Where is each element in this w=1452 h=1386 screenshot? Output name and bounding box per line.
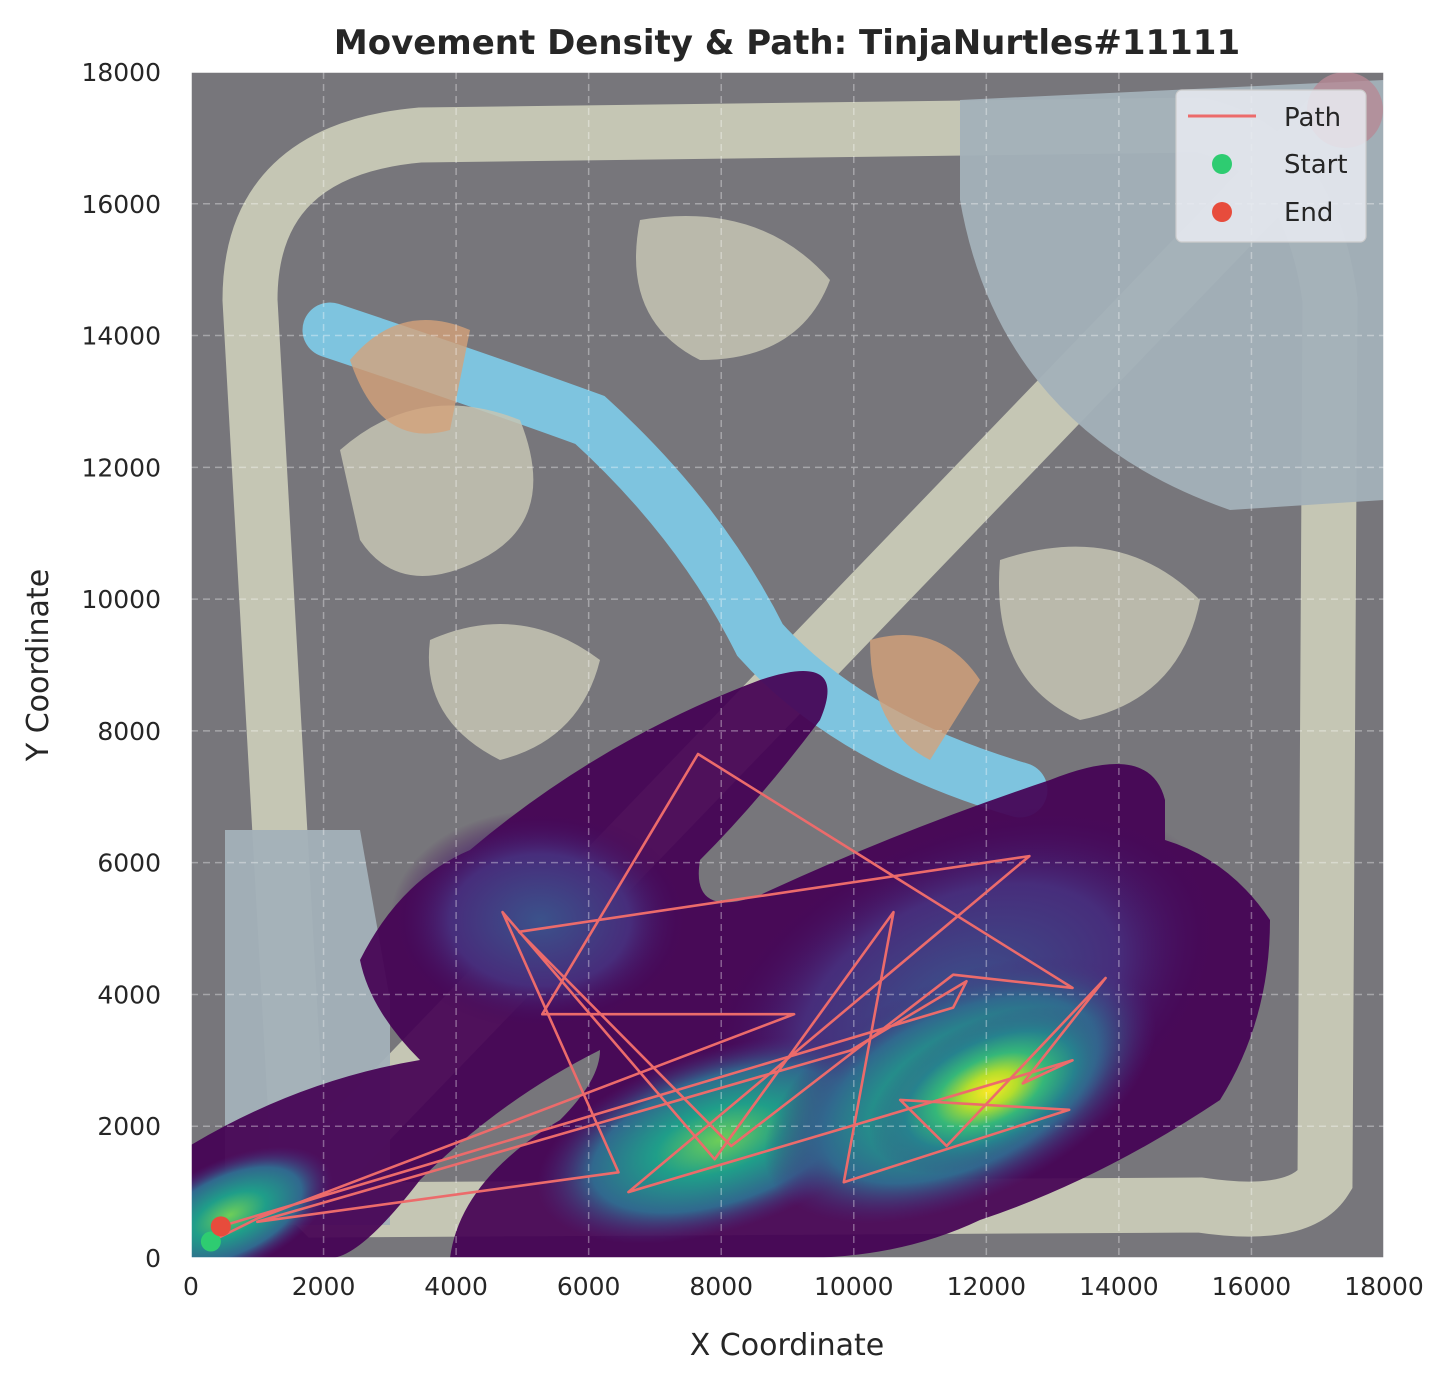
x-axis-ticks: 0 2000 4000 6000 8000 10000 12000 14000 16000 180… — [183, 1272, 1424, 1301]
legend-start-label: Start — [1284, 150, 1348, 180]
y-axis-ticks: 0 2000 4000 6000 8000 10000 12000 14000 16000 180… — [81, 58, 161, 1273]
x-tick-label: 10000 — [814, 1272, 894, 1301]
legend-start-swatch — [1212, 154, 1232, 174]
x-tick-label: 12000 — [947, 1272, 1027, 1301]
x-tick-label: 14000 — [1079, 1272, 1159, 1301]
x-tick-label: 0 — [183, 1272, 199, 1301]
density-heatmap — [191, 671, 1270, 1258]
y-tick-label: 0 — [145, 1244, 161, 1273]
grid-lines — [191, 72, 1384, 1258]
y-axis-label: Y Coordinate — [21, 569, 56, 762]
x-tick-label: 16000 — [1212, 1272, 1292, 1301]
x-tick-label: 4000 — [424, 1272, 488, 1301]
x-tick-label: 2000 — [292, 1272, 356, 1301]
y-tick-label: 14000 — [81, 322, 161, 351]
x-axis-label: X Coordinate — [690, 1328, 885, 1363]
legend-path-label: Path — [1284, 103, 1341, 133]
start-marker — [200, 1231, 221, 1252]
y-tick-label: 16000 — [81, 190, 161, 219]
y-tick-label: 10000 — [81, 585, 161, 614]
legend-end-swatch — [1212, 202, 1232, 222]
y-tick-label: 4000 — [97, 980, 161, 1009]
y-tick-label: 12000 — [81, 453, 161, 482]
chart-title: Movement Density & Path: TinjaNurtles#11… — [334, 23, 1240, 63]
x-tick-label: 6000 — [557, 1272, 621, 1301]
legend: Path Start End — [1175, 89, 1367, 243]
plot-frame — [190, 71, 1385, 1259]
y-tick-label: 2000 — [97, 1112, 161, 1141]
path-line — [210, 752, 1107, 1243]
y-tick-label: 8000 — [97, 717, 161, 746]
map-background — [191, 72, 1384, 1258]
legend-end-label: End — [1284, 198, 1333, 228]
y-tick-label: 18000 — [81, 58, 161, 87]
x-tick-label: 18000 — [1344, 1272, 1424, 1301]
y-tick-label: 6000 — [97, 849, 161, 878]
x-tick-label: 8000 — [689, 1272, 753, 1301]
end-marker — [210, 1216, 231, 1237]
